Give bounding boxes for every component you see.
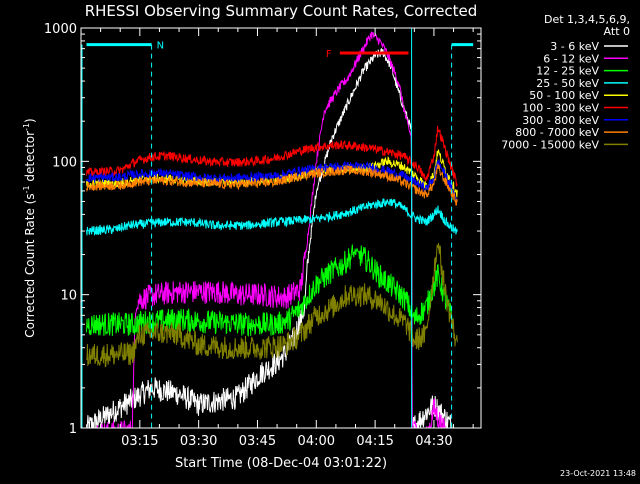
- legend-label: 7000 - 15000 keV: [501, 138, 599, 151]
- x-axis-label: Start Time (08-Dec-04 03:01:22): [175, 456, 387, 471]
- legend-header: Att 0: [604, 25, 630, 38]
- y-axis-label-sup2: -1: [22, 123, 31, 131]
- series-line: [86, 242, 458, 368]
- x-tick-label: 04:30: [415, 434, 452, 449]
- x-tick-label: 03:45: [239, 434, 276, 449]
- x-tick-label: 03:30: [180, 434, 217, 449]
- series-line: [86, 125, 458, 187]
- legend-label: 25 - 50 keV: [536, 77, 599, 90]
- x-tick-label: 04:00: [298, 434, 335, 449]
- series-line: [86, 47, 453, 428]
- flare-label: F: [326, 49, 332, 60]
- y-axis-label-end: ): [23, 118, 37, 123]
- legend-header: Det 1,3,4,5,6,9,: [544, 13, 630, 26]
- y-tick-label: 1000: [44, 22, 77, 37]
- y-tick-label: 100: [52, 155, 77, 170]
- series-line: [86, 159, 458, 203]
- chart-title: RHESSI Observing Summary Count Rates, Co…: [85, 2, 478, 20]
- y-axis-label-mid: detector: [23, 131, 37, 186]
- legend-label: 100 - 300 keV: [522, 102, 599, 115]
- y-axis-label-main: Corrected Count Rate (s: [23, 193, 37, 337]
- y-tick-label: 1: [69, 422, 77, 437]
- marker-layer: NF: [81, 28, 474, 428]
- series-line: [86, 244, 454, 337]
- y-tick-label: 10: [60, 289, 77, 304]
- legend-label: 800 - 7000 keV: [515, 126, 599, 139]
- legend-label: 6 - 12 keV: [543, 52, 599, 65]
- x-tick-label: 03:15: [121, 434, 158, 449]
- series-layer: [86, 31, 458, 428]
- series-line: [86, 163, 458, 206]
- timestamp: 23-Oct-2021 13:48: [560, 469, 636, 478]
- y-axis-label-sup: -1: [22, 185, 31, 193]
- plot-frame: [80, 27, 482, 429]
- legend-label: 300 - 800 keV: [522, 114, 599, 127]
- night-label: N: [157, 41, 164, 52]
- y-axis-label: Corrected Count Rate (s-1 detector-1): [22, 118, 37, 337]
- x-tick-label: 04:15: [356, 434, 393, 449]
- series-line: [86, 198, 458, 236]
- series-line: [96, 31, 446, 428]
- legend-label: 3 - 6 keV: [550, 40, 599, 53]
- axis-layer: 1 10 100 1000 03:15 03:30 03:45 04:00 04:15 04:30: [44, 22, 481, 449]
- legend-label: 50 - 100 keV: [529, 89, 599, 102]
- legend-label: 12 - 25 keV: [536, 65, 599, 78]
